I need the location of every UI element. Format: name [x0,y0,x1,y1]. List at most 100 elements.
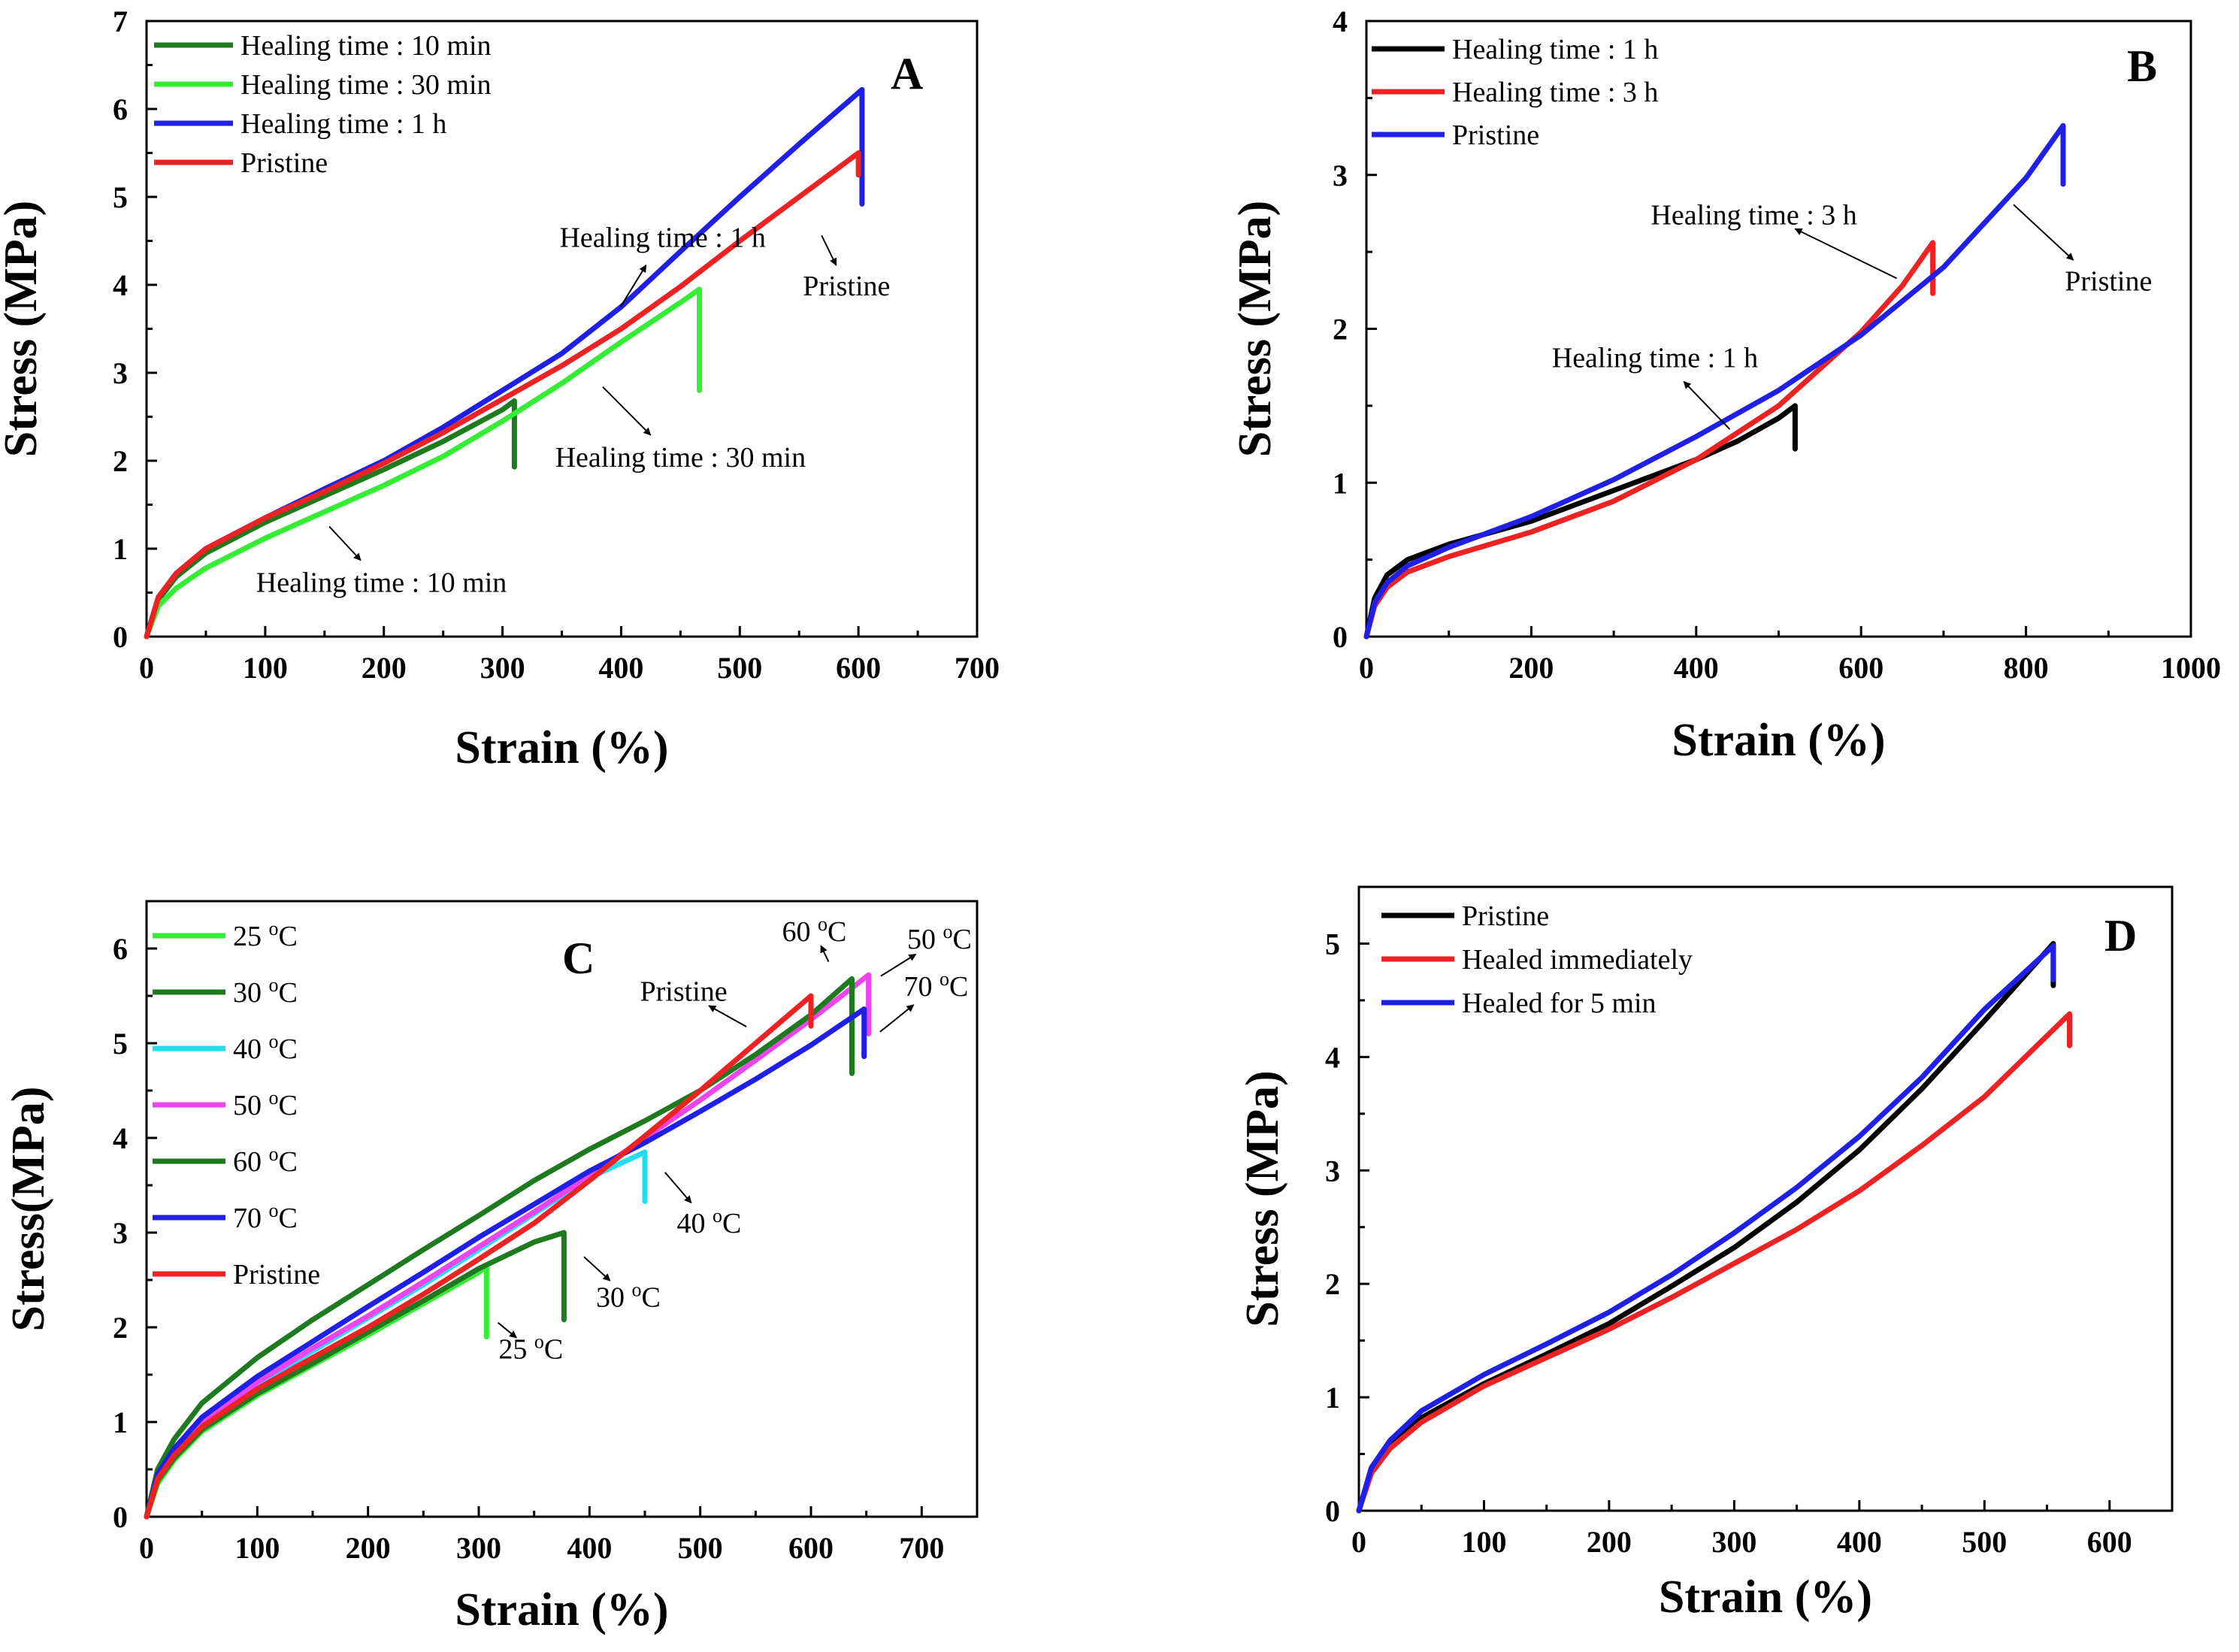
panel-c-legend-label-50-oc: 50 oC [233,1087,298,1121]
panel-c-x-tick-label: 400 [567,1531,612,1565]
panel-c-annotation-70-oc: 70 oC [904,968,969,1003]
panel-a-y-tick-label: 1 [113,532,128,566]
panel-a-annotation-healing-time-1-h: Healing time : 1 h [559,222,765,254]
panel-b-letter: B [2127,41,2157,91]
panel-c-y-tick-label: 1 [113,1405,128,1439]
panel-b-series-healing-time-1-h-line [1363,403,1798,640]
panel-d-series-healed-for-5-min-line [1356,943,2056,1514]
panel-c-annotation-arrow [664,1172,692,1204]
panel-c-legend-label-pristine: Pristine [233,1259,320,1290]
panel-c-annotation-30-oc: 30 oC [596,1278,661,1313]
panel-a-x-tick-label: 500 [717,651,762,685]
panel-d-series-healed-immediately-line [1356,1011,2072,1514]
panel-d-letter: D [2104,911,2137,961]
panel-c-series-pristine-line [144,993,814,1520]
panel-d-legend-label-pristine: Pristine [1462,900,1549,932]
panel-c-annotation-arrow [497,1322,517,1339]
panel-c-axes-frame [145,900,979,1518]
panel-c-letter: C [562,933,595,983]
panel-c-x-tick-label: 600 [788,1531,834,1565]
panel-a-x-axis-title: Strain (%) [455,722,668,773]
panel-a-x-tick-label: 600 [836,651,881,685]
panel-c-legend-label-70-oc: 70 oC [233,1200,298,1234]
panel-a-letter: A [891,49,923,98]
panel-b-x-tick-label: 0 [1359,651,1374,685]
panel-c-annotation-40-oc: 40 oC [677,1205,742,1239]
panel-a-annotation-arrow [619,264,647,307]
panel-a: 0 100 200 300 400 500 600 700 0 1 2 3 4 5 6 7 Strain (%)… [0,5,1000,773]
panel-d: 0 100 200 300 400 500 600 0 1 2 3 4 5 Strain (%) Stres… [1237,885,2174,1623]
panel-c-y-tick-label: 0 [113,1500,128,1534]
panel-d-x-axis-title: Strain (%) [1659,1572,1872,1623]
panel-a-y-axis-title: Stress (MPa) [0,201,47,457]
panel-c-y-tick-label: 6 [113,932,128,966]
panel-c-x-tick-label: 100 [234,1531,280,1565]
panel-a-annotation-arrow [602,386,652,436]
panel-c-series-50-oc-line [144,972,872,1520]
panel-a-series-pristine-line [144,150,861,640]
panel-d-legend-label-healed-for-5-min: Healed for 5 min [1462,988,1657,1019]
panel-c-annotation-60-oc: 60 oC [782,913,846,948]
panel-d-x-tick-label: 600 [2087,1525,2132,1559]
panel-d-y-tick-label: 3 [1325,1154,1340,1188]
panel-c-x-tick-label: 0 [139,1531,154,1565]
panel-c-annotation-pristine: Pristine [640,976,728,1007]
panel-d-y-tick-label: 5 [1325,927,1340,961]
panel-a-annotation-pristine: Pristine [803,271,890,302]
panel-a-y-tick-label: 2 [113,444,128,478]
panel-c-annotation-50-oc: 50 oC [907,921,972,955]
panel-a-annotation-healing-time-30-min: Healing time : 30 min [555,442,806,474]
panel-a-y-tick-label: 7 [113,5,128,38]
panel-b-legend-label-healing-time-3-h: Healing time : 3 h [1452,77,1658,108]
panel-a-y-tick-label: 4 [113,268,128,302]
panel-c-x-tick-label: 500 [678,1531,723,1565]
panel-d-x-tick-label: 300 [1711,1525,1756,1559]
panel-b-annotation-arrow [2013,204,2074,261]
panel-b-x-tick-label: 400 [1674,651,1719,685]
panel-a-x-tick-label: 200 [362,651,407,685]
panel-c-annotation-arrow [583,1256,611,1281]
panel-a-annotation-arrow [328,525,362,561]
panel-b-annotation-healing-time-3-h: Healing time : 3 h [1651,199,1856,231]
panel-b-x-tick-label: 1000 [2161,651,2221,685]
panel-c-y-tick-label: 4 [113,1121,128,1155]
panel-c-x-tick-label: 300 [456,1531,501,1565]
panel-c: 0 100 200 300 400 500 600 700 0 1 2 3 4 5 6 Strain (%) S… [3,900,979,1635]
panel-a-x-tick-label: 400 [598,651,643,685]
panel-d-legend-label-healed-immediately: Healed immediately [1462,944,1693,976]
panel-b-y-tick-label: 1 [1333,466,1348,500]
panel-b-legend-label-healing-time-1-h: Healing time : 1 h [1452,34,1658,65]
panel-a-series-healing-time-30-min-line [144,286,703,640]
panel-c-legend-label-40-oc: 40 oC [233,1030,298,1065]
panel-a-annotation-arrow [821,234,837,266]
panel-b-y-axis-title: Stress (MPa) [1230,201,1281,457]
panel-a-legend-label-healing-time-30-min: Healing time : 30 min [241,69,492,101]
panel-c-annotation-25-oc: 25 oC [498,1331,563,1366]
panel-a-y-tick-label: 0 [113,620,128,654]
panel-b-y-tick-label: 3 [1333,159,1348,192]
panel-d-y-tick-label: 4 [1325,1040,1340,1074]
panel-b-y-tick-label: 2 [1333,313,1348,346]
panel-b-annotation-arrow [1794,228,1898,280]
panel-c-legend-label-60-oc: 60 oC [233,1143,298,1178]
panel-a-annotation-healing-time-10-min: Healing time : 10 min [256,567,507,598]
panel-b-annotation-pristine: Pristine [2065,265,2152,297]
panel-b-annotation-healing-time-1-h: Healing time : 1 h [1552,343,1758,374]
panel-b-x-axis-title: Strain (%) [1672,715,1885,766]
panel-c-legend-label-30-oc: 30 oC [233,974,298,1009]
panel-c-series-60-oc-line [144,976,855,1520]
panel-b: 0 200 400 600 800 1000 0 1 2 3 4 Strain (%) Stress (… [1230,5,2221,766]
panel-c-annotation-arrow [879,1004,915,1033]
panel-b-y-tick-label: 4 [1333,5,1348,38]
panel-c-series-70-oc-line [144,1006,867,1520]
panel-d-y-tick-label: 2 [1325,1267,1340,1301]
panel-b-x-tick-label: 200 [1508,651,1554,685]
panel-b-series-pristine-line [1363,123,2066,640]
panel-b-y-tick-label: 0 [1333,620,1348,654]
panel-a-legend-label-healing-time-10-min: Healing time : 10 min [241,30,492,62]
panel-c-y-tick-label: 3 [113,1216,128,1250]
panel-d-axes-frame [1357,885,2174,1512]
panel-d-x-tick-label: 0 [1351,1525,1366,1559]
